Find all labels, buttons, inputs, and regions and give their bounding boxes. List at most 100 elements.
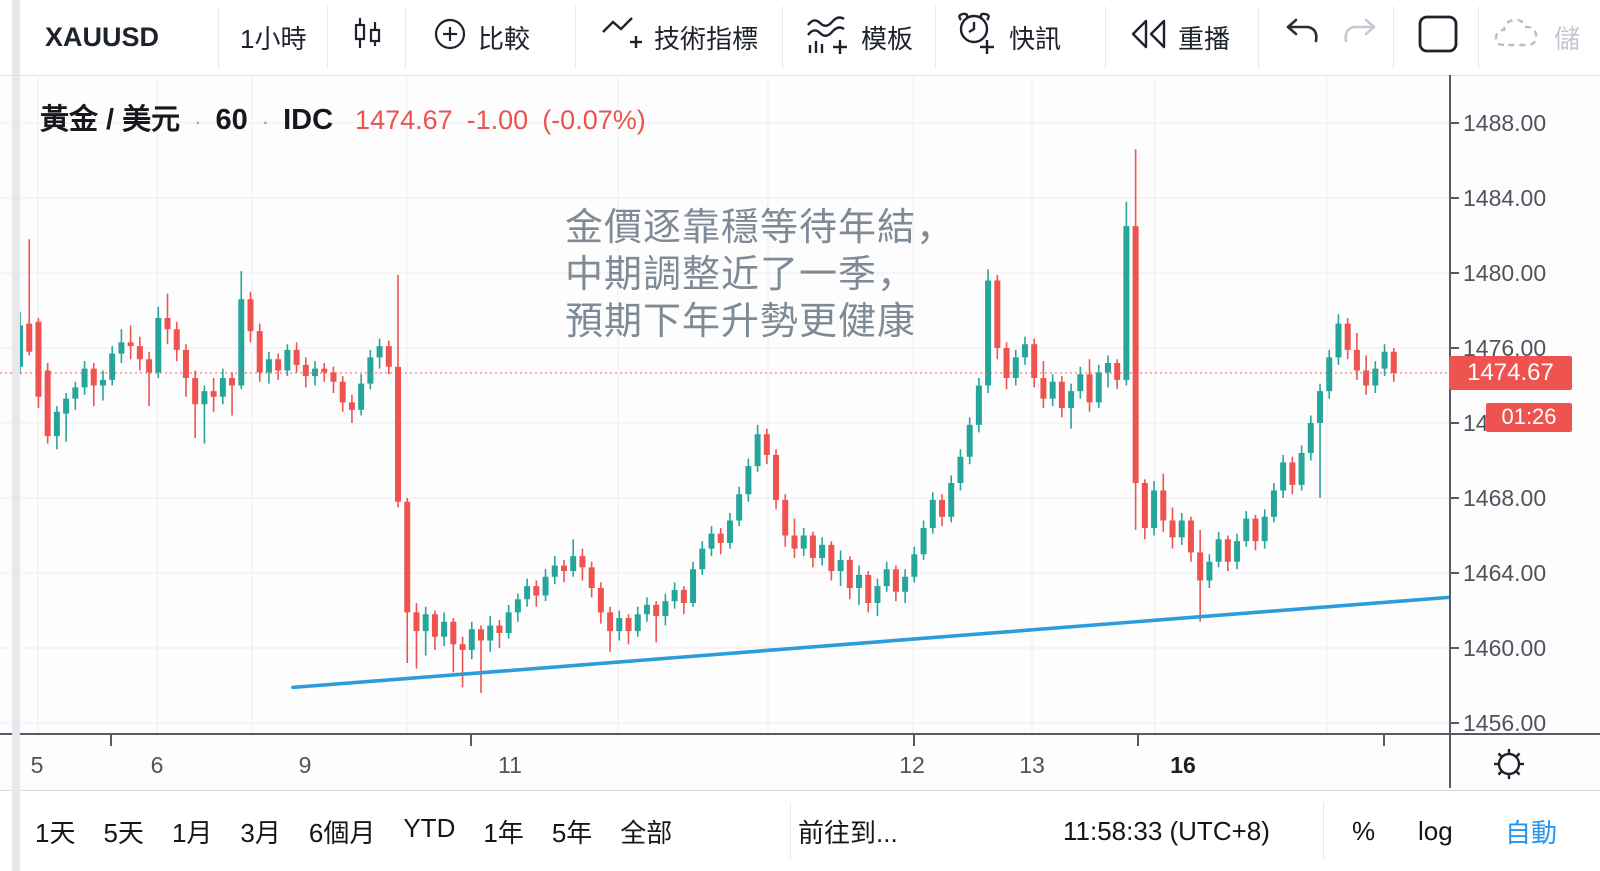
candle-body	[63, 398, 70, 414]
auto-scale-button[interactable]: 自動	[1505, 818, 1558, 848]
trendline[interactable]	[291, 595, 1449, 690]
candle-body	[118, 342, 125, 354]
candle-body	[1206, 561, 1213, 581]
toolbar-divider	[935, 6, 936, 69]
candle-body	[81, 368, 88, 388]
goto-date-button[interactable]: 前往到...	[798, 818, 898, 848]
range-button-1天[interactable]: 1天	[35, 818, 76, 848]
candle-body	[634, 614, 641, 632]
compare-button[interactable]: 比較	[432, 0, 530, 75]
candle-body	[1280, 462, 1287, 491]
candle-body	[72, 387, 79, 399]
chart-style-button[interactable]	[350, 0, 384, 75]
time-tick	[1383, 735, 1385, 746]
candle-body	[763, 434, 770, 455]
candle-body	[837, 559, 844, 572]
candle-body	[1363, 370, 1370, 386]
range-button-YTD[interactable]: YTD	[403, 813, 456, 843]
candle-body	[1270, 490, 1277, 517]
candle-body	[1187, 520, 1194, 553]
clock-label[interactable]: 11:58:33 (UTC+8)	[1063, 816, 1270, 846]
axis-settings-button[interactable]	[1490, 745, 1528, 788]
time-tick	[470, 735, 472, 746]
chart-legend[interactable]: 黃金 / 美元 · 60 · IDC 1474.67 -1.00 (-0.07%…	[40, 96, 646, 138]
left-edge-strip	[12, 0, 20, 871]
symbol-button[interactable]: XAUUSD	[45, 0, 159, 75]
candle-body	[542, 576, 549, 596]
candle-body	[1307, 423, 1314, 453]
candle-body	[404, 501, 411, 613]
chart-pane[interactable]	[0, 75, 1449, 733]
candle-body	[422, 614, 429, 632]
candle-body	[1169, 520, 1176, 538]
candle-body	[146, 359, 153, 373]
exchange-value: IDC	[283, 104, 334, 136]
bar-countdown-badge: 01:26	[1486, 402, 1572, 432]
candle-body	[699, 548, 706, 570]
interval-button[interactable]: 1小時	[240, 0, 306, 75]
candle-body	[109, 353, 116, 380]
templates-button[interactable]: 模板	[805, 0, 913, 75]
range-button-5年[interactable]: 5年	[551, 818, 593, 848]
rewind-icon	[1128, 17, 1168, 58]
candle-body	[1326, 357, 1333, 392]
candle-body	[450, 621, 457, 645]
toolbar-divider	[1478, 6, 1479, 69]
candle-body	[1224, 539, 1231, 562]
candle-body	[459, 644, 466, 650]
undo-button[interactable]	[1280, 0, 1322, 75]
candle-body	[339, 381, 346, 403]
candle-body	[791, 535, 798, 549]
candle-body	[44, 370, 51, 437]
time-axis[interactable]: 5 6 9 11 12 13 16	[0, 735, 1449, 788]
candle-body	[1234, 541, 1241, 562]
candle-body	[1003, 348, 1010, 378]
candle-body	[690, 569, 697, 603]
percent-scale-button[interactable]: %	[1352, 816, 1376, 846]
time-tick-label: 13	[1019, 752, 1045, 778]
candle-body	[846, 559, 853, 588]
candle-body	[939, 499, 945, 517]
range-button-全部[interactable]: 全部	[620, 818, 673, 848]
candle-body	[321, 368, 328, 373]
candle-body	[247, 299, 254, 332]
range-button-1月[interactable]: 1月	[171, 818, 213, 848]
indicators-icon	[600, 14, 644, 61]
candle-body	[1372, 368, 1379, 386]
range-button-5天[interactable]: 5天	[103, 818, 144, 848]
range-button-3月[interactable]: 3月	[240, 818, 281, 848]
candle-body	[1040, 378, 1047, 399]
candle-body	[155, 318, 162, 373]
save-button[interactable]: 儲	[1492, 0, 1580, 75]
price-tick-label: 1484.00	[1463, 185, 1547, 211]
log-scale-button[interactable]: log	[1418, 816, 1453, 846]
candle-body	[164, 318, 171, 330]
time-tick	[1137, 735, 1139, 746]
price-tick-label: 1468.00	[1463, 485, 1547, 511]
candle-body	[745, 466, 752, 495]
redo-button[interactable]	[1340, 0, 1382, 75]
fullscreen-button[interactable]	[1416, 0, 1460, 75]
candle-body	[431, 614, 438, 637]
chart-annotation-text: 金價逐靠穩等待年結， 中期調整近了一季， 預期下年升勢更健康	[565, 205, 955, 346]
candle-body	[1335, 323, 1342, 358]
replay-button[interactable]: 重播	[1128, 0, 1230, 75]
indicators-button[interactable]: 技術指標	[600, 0, 758, 75]
candle-body	[819, 544, 826, 558]
candle-body	[376, 346, 383, 358]
cloud-save-icon	[1492, 15, 1544, 60]
candle-body	[570, 556, 577, 572]
symbol-label: XAUUSD	[45, 22, 160, 52]
price-tick	[1449, 497, 1459, 499]
candle-body	[560, 565, 567, 572]
candle-body	[653, 604, 660, 617]
candle-body	[1178, 520, 1185, 538]
candle-body	[1243, 518, 1250, 542]
range-button-1年[interactable]: 1年	[483, 818, 524, 848]
candle-body	[265, 359, 272, 373]
candle-body	[616, 618, 623, 632]
alerts-button[interactable]: 快訊	[953, 0, 1061, 75]
candle-body	[330, 372, 337, 382]
range-button-6個月[interactable]: 6個月	[308, 818, 376, 848]
toolbar-divider	[782, 6, 783, 69]
